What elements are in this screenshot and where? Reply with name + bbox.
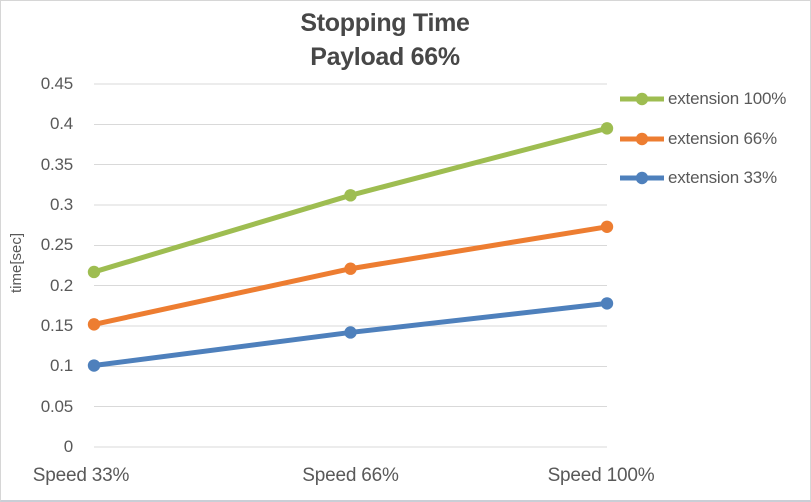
legend-item-label: extension 100% <box>668 89 787 108</box>
y-tick-label: 0.2 <box>49 275 73 295</box>
legend-item-label: extension 66% <box>668 129 777 148</box>
y-tick-label: 0.45 <box>40 74 73 93</box>
legend-item-label: extension 33% <box>668 168 777 187</box>
data-point-marker-extension-33 <box>600 297 614 310</box>
y-tick-label: 0.05 <box>40 396 73 416</box>
y-tick-label: 0.3 <box>49 195 73 214</box>
data-point-marker-extension-66 <box>87 318 101 331</box>
data-point-marker-extension-100 <box>600 122 614 135</box>
y-tick-label: 0.35 <box>40 154 73 174</box>
y-tick-label: 0.25 <box>40 235 73 255</box>
data-point-marker-extension-100 <box>87 265 101 279</box>
legend-line-marker-icon <box>620 92 664 106</box>
y-tick-label: 0.1 <box>49 356 73 376</box>
y-tick-label: 0.4 <box>49 114 73 134</box>
x-category-label: Speed 100% <box>547 465 655 486</box>
x-category-label: Speed 33% <box>32 465 130 486</box>
legend-item: extension 33% <box>619 167 777 189</box>
legend-line-marker-icon <box>620 171 664 185</box>
legend-item: extension 100% <box>619 88 786 110</box>
x-category-label: Speed 66% <box>302 465 399 486</box>
data-point-marker-extension-66 <box>600 220 614 233</box>
y-tick-label: 0 <box>63 437 73 456</box>
data-point-marker-extension-33 <box>344 326 357 339</box>
data-point-marker-extension-66 <box>344 262 357 275</box>
legend-line-marker-icon <box>620 132 664 146</box>
data-point-marker-extension-100 <box>344 189 357 202</box>
y-tick-label: 0.15 <box>40 316 73 335</box>
legend-item: extension 66% <box>619 128 777 150</box>
data-point-marker-extension-33 <box>87 359 101 372</box>
